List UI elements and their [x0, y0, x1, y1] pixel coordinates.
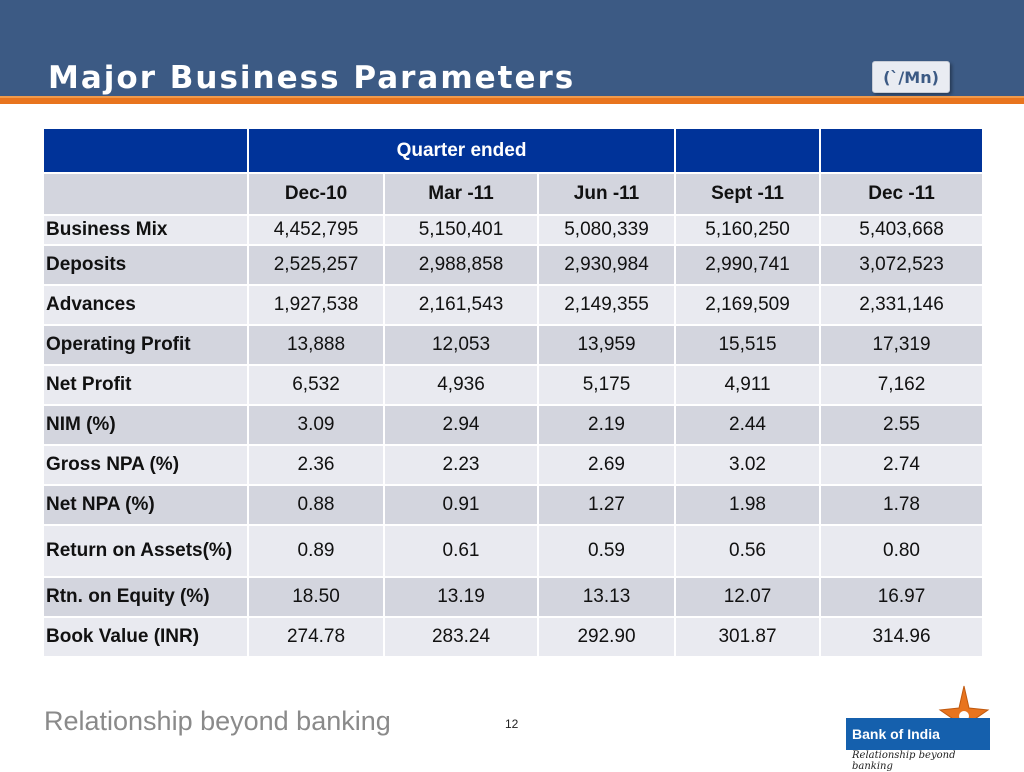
table-cell: 3,072,523 — [819, 244, 985, 286]
column-header: Jun -11 — [536, 172, 677, 216]
column-header: Sept -11 — [674, 172, 822, 216]
table-cell: 13,888 — [247, 324, 385, 366]
table-cell: 292.90 — [536, 616, 677, 658]
column-header: Mar -11 — [383, 172, 539, 216]
table-row: Rtn. on Equity (%) 18.50 13.19 13.13 12.07 16… — [42, 576, 985, 618]
table-cell: 6,532 — [247, 364, 385, 406]
unit-badge: (`/Mn) — [872, 61, 950, 93]
table-cell: 13.13 — [536, 576, 677, 618]
quarter-ended-header: Quarter ended — [246, 127, 677, 174]
table-row: Book Value (INR) 274.78 283.24 292.90 301.87… — [42, 616, 985, 658]
table-cell: 1.98 — [674, 484, 822, 526]
table-cell: 3.02 — [674, 444, 822, 486]
table-cell: 1,927,538 — [247, 284, 385, 326]
table-cell: 2.19 — [536, 404, 677, 446]
table-cell: 12,053 — [383, 324, 539, 366]
table-cell: 4,936 — [383, 364, 539, 406]
row-label: Business Mix — [42, 214, 249, 246]
table-row: Deposits 2,525,257 2,988,858 2,930,984 2,990… — [42, 244, 985, 286]
row-label: Return on Assets(%) — [42, 524, 249, 578]
table-row: Return on Assets(%) 0.89 0.61 0.59 0.56 0.80 — [42, 524, 985, 578]
slide-title: Major Business Parameters — [48, 60, 576, 96]
table-row: Advances 1,927,538 2,161,543 2,149,355 2,169… — [42, 284, 985, 326]
bank-logo: Bank of India Relationship beyond bankin… — [846, 684, 994, 772]
header-blank-cell — [42, 127, 249, 174]
table-cell: 12.07 — [674, 576, 822, 618]
table-cell: 16.97 — [819, 576, 985, 618]
table-cell: 1.78 — [819, 484, 985, 526]
table-cell: 2,990,741 — [674, 244, 822, 286]
table-cell: 314.96 — [819, 616, 985, 658]
table-cell: 5,150,401 — [383, 214, 539, 246]
table-cell: 5,160,250 — [674, 214, 822, 246]
table-cell: 2.74 — [819, 444, 985, 486]
table-cell: 283.24 — [383, 616, 539, 658]
table-row: Operating Profit 13,888 12,053 13,959 15,515… — [42, 324, 985, 366]
footer-tagline: Relationship beyond banking — [44, 706, 391, 736]
row-label: Advances — [42, 284, 249, 326]
table-cell: 5,403,668 — [819, 214, 985, 246]
header-blank-cell — [674, 127, 822, 174]
table-cell: 2,169,509 — [674, 284, 822, 326]
quarter-header-row: Quarter ended — [42, 127, 985, 174]
table-cell: 17,319 — [819, 324, 985, 366]
row-label: Book Value (INR) — [42, 616, 249, 658]
table-cell: 0.88 — [247, 484, 385, 526]
table-cell: 1.27 — [536, 484, 677, 526]
column-header: Dec -11 — [819, 172, 985, 216]
table-row: Business Mix 4,452,795 5,150,401 5,080,339 5… — [42, 214, 985, 246]
row-label: Net NPA (%) — [42, 484, 249, 526]
table-cell: 13.19 — [383, 576, 539, 618]
column-header-row: Dec-10 Mar -11 Jun -11 Sept -11 Dec -11 — [42, 172, 985, 216]
row-label: NIM (%) — [42, 404, 249, 446]
table-cell: 3.09 — [247, 404, 385, 446]
row-label: Rtn. on Equity (%) — [42, 576, 249, 618]
table-cell: 5,175 — [536, 364, 677, 406]
table-cell: 2.23 — [383, 444, 539, 486]
table-cell: 7,162 — [819, 364, 985, 406]
table-cell: 2.36 — [247, 444, 385, 486]
page-number: 12 — [505, 717, 519, 731]
slide-header: Major Business Parameters (`/Mn) — [0, 0, 1024, 104]
table-cell: 2,331,146 — [819, 284, 985, 326]
table-cell: 2,161,543 — [383, 284, 539, 326]
table-cell: 0.80 — [819, 524, 985, 578]
table-cell: 2.94 — [383, 404, 539, 446]
table-row: Gross NPA (%) 2.36 2.23 2.69 3.02 2.74 — [42, 444, 985, 486]
table-cell: 2,525,257 — [247, 244, 385, 286]
table-cell: 0.91 — [383, 484, 539, 526]
table-row: Net Profit 6,532 4,936 5,175 4,911 7,162 — [42, 364, 985, 406]
business-parameters-table: Quarter ended Dec-10 Mar -11 Jun -11 Sep… — [42, 127, 985, 658]
table-cell: 2,149,355 — [536, 284, 677, 326]
table-cell: 2.69 — [536, 444, 677, 486]
table-cell: 4,452,795 — [247, 214, 385, 246]
table-cell: 5,080,339 — [536, 214, 677, 246]
table-cell: 2,988,858 — [383, 244, 539, 286]
table-row: NIM (%) 3.09 2.94 2.19 2.44 2.55 — [42, 404, 985, 446]
table-cell: 0.61 — [383, 524, 539, 578]
logo-tagline: Relationship beyond banking — [852, 750, 956, 772]
table-cell: 4,911 — [674, 364, 822, 406]
table-cell: 2,930,984 — [536, 244, 677, 286]
table-cell: 18.50 — [247, 576, 385, 618]
table-body: Quarter ended Dec-10 Mar -11 Jun -11 Sep… — [42, 127, 985, 658]
logo-wordmark: Bank of India — [846, 718, 990, 750]
table-row: Net NPA (%) 0.88 0.91 1.27 1.98 1.78 — [42, 484, 985, 526]
row-label: Operating Profit — [42, 324, 249, 366]
row-label: Gross NPA (%) — [42, 444, 249, 486]
table-cell: 2.55 — [819, 404, 985, 446]
table-cell: 15,515 — [674, 324, 822, 366]
table-cell: 301.87 — [674, 616, 822, 658]
table-cell: 274.78 — [247, 616, 385, 658]
table-cell: 0.59 — [536, 524, 677, 578]
column-header: Dec-10 — [247, 172, 385, 216]
table-cell: 0.89 — [247, 524, 385, 578]
header-blank-cell — [42, 172, 249, 216]
row-label: Deposits — [42, 244, 249, 286]
row-label: Net Profit — [42, 364, 249, 406]
header-blank-cell — [819, 127, 985, 174]
table-cell: 13,959 — [536, 324, 677, 366]
table-cell: 2.44 — [674, 404, 822, 446]
table-cell: 0.56 — [674, 524, 822, 578]
